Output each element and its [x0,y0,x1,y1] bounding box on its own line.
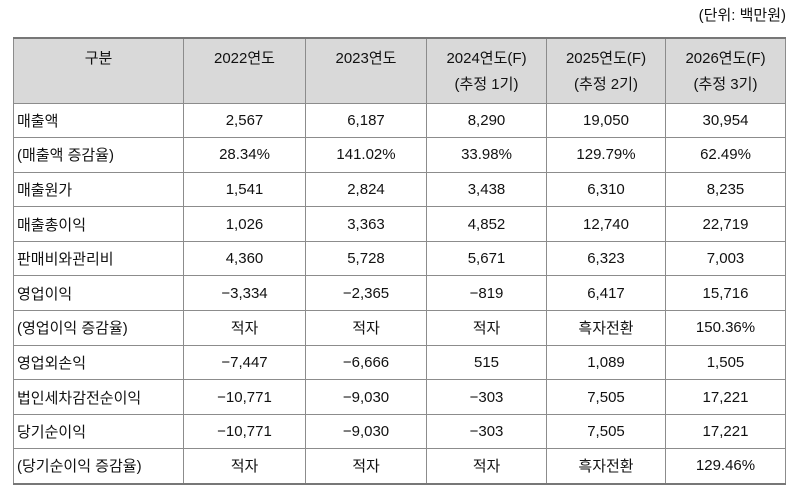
table-cell: 적자 [183,448,306,485]
table-cell: 30,954 [665,102,786,139]
table-cell: 7,505 [546,379,666,415]
table-cell: 적자 [305,310,427,346]
table-cell: 8,235 [665,171,786,208]
table-cell: −6,666 [305,344,427,381]
table-cell: 6,417 [546,275,666,312]
unit-note: (단위: 백만원) [698,7,786,24]
table-row: 판매비와관리비 4,360 5,728 5,671 6,323 7,003 [13,240,786,277]
table-cell: 62.49% [665,137,786,173]
row-label: 영업외손익 [13,344,184,381]
column-header: 2023연도 [305,37,427,104]
table-cell: 150.36% [665,310,786,346]
column-header-line1: 2023연도 [335,50,397,67]
table-cell: 22,719 [665,206,786,242]
column-header-line1: 2026연도(F) [685,50,766,67]
table-cell: 7,505 [546,413,666,450]
row-label: (당기순이익 증감율) [13,448,184,485]
table-cell: 1,089 [546,344,666,381]
column-header-line1: 구분 [84,50,113,67]
table-cell: 적자 [426,310,547,346]
table-cell: 4,852 [426,206,547,242]
table-cell: 6,323 [546,240,666,277]
column-header: 2026연도(F) (추정 3기) [665,37,786,104]
table-cell: 129.79% [546,137,666,173]
table-cell: 17,221 [665,379,786,415]
column-header: 구분 [13,37,184,104]
column-header-line1: 2022연도 [214,50,275,67]
row-label: 당기순이익 [13,413,184,450]
table-row: 영업이익 −3,334 −2,365 −819 6,417 15,716 [13,275,786,312]
column-header: 2024연도(F) (추정 1기) [426,37,547,104]
table-cell: 12,740 [546,206,666,242]
table-cell: 흑자전환 [546,310,666,346]
table-row: 당기순이익 −10,771 −9,030 −303 7,505 17,221 [13,413,786,450]
table-cell: 1,505 [665,344,786,381]
table-cell: 1,541 [183,171,306,208]
column-header: 2022연도 [183,37,306,104]
table-cell: −7,447 [183,344,306,381]
table-row: 매출총이익 1,026 3,363 4,852 12,740 22,719 [13,206,786,242]
table-cell: 5,671 [426,240,547,277]
table-cell: −10,771 [183,413,306,450]
table-cell: −9,030 [305,413,427,450]
table-cell: 적자 [426,448,547,485]
column-header-line2: (추정 1기) [454,76,519,93]
table-cell: 2,567 [183,102,306,139]
table-cell: 2,824 [305,171,427,208]
table-cell: 17,221 [665,413,786,450]
row-label: 매출총이익 [13,206,184,242]
table-cell: 129.46% [665,448,786,485]
table-cell: 5,728 [305,240,427,277]
table-cell: −303 [426,379,547,415]
table-cell: 33.98% [426,137,547,173]
table-cell: 28.34% [183,137,306,173]
table-cell: 141.02% [305,137,427,173]
row-label: 판매비와관리비 [13,240,184,277]
table-cell: 적자 [305,448,427,485]
table-row: 매출원가 1,541 2,824 3,438 6,310 8,235 [13,171,786,208]
table-cell: 3,363 [305,206,427,242]
table-cell: −819 [426,275,547,312]
table-row: 매출액 2,567 6,187 8,290 19,050 30,954 [13,102,786,139]
column-header-line1: 2024연도(F) [446,50,527,67]
column-header-line1: 2025연도(F) [565,50,647,67]
column-header-line2: (추정 2기) [574,76,638,93]
table-row: (매출액 증감율) 28.34% 141.02% 33.98% 129.79% 62.49… [13,137,786,173]
table-row: (영업이익 증감율) 적자 적자 적자 흑자전환 150.36% [13,310,786,346]
financial-table: 구분 2022연도 2023연도 2024연도(F) (추정 1기) 2025연도(F) (… [13,37,786,485]
row-label: 매출원가 [13,171,184,208]
table-cell: 1,026 [183,206,306,242]
table-cell: 19,050 [546,102,666,139]
table-cell: −9,030 [305,379,427,415]
table-cell: 적자 [183,310,306,346]
table-cell: 6,187 [305,102,427,139]
table-cell: 4,360 [183,240,306,277]
table-row: (당기순이익 증감율) 적자 적자 적자 흑자전환 129.46% [13,448,786,485]
row-label: 영업이익 [13,275,184,312]
column-header-line2: (추정 3기) [693,76,758,93]
table-cell: −3,334 [183,275,306,312]
row-label: (영업이익 증감율) [13,310,184,346]
table-cell: 15,716 [665,275,786,312]
header-row: 구분 2022연도 2023연도 2024연도(F) (추정 1기) 2025연도(F) (… [13,37,786,104]
table-cell: −303 [426,413,547,450]
column-header: 2025연도(F) (추정 2기) [546,37,666,104]
table-cell: 흑자전환 [546,448,666,485]
table-cell: −2,365 [305,275,427,312]
table-cell: 8,290 [426,102,547,139]
table-cell: −10,771 [183,379,306,415]
table-cell: 6,310 [546,171,666,208]
table-cell: 7,003 [665,240,786,277]
table-row: 영업외손익 −7,447 −6,666 515 1,089 1,505 [13,344,786,381]
row-label: 법인세차감전순이익 [13,379,184,415]
table-cell: 3,438 [426,171,547,208]
table-row: 법인세차감전순이익 −10,771 −9,030 −303 7,505 17,221 [13,379,786,415]
row-label: 매출액 [13,102,184,139]
row-label: (매출액 증감율) [13,137,184,173]
table-cell: 515 [426,344,547,381]
